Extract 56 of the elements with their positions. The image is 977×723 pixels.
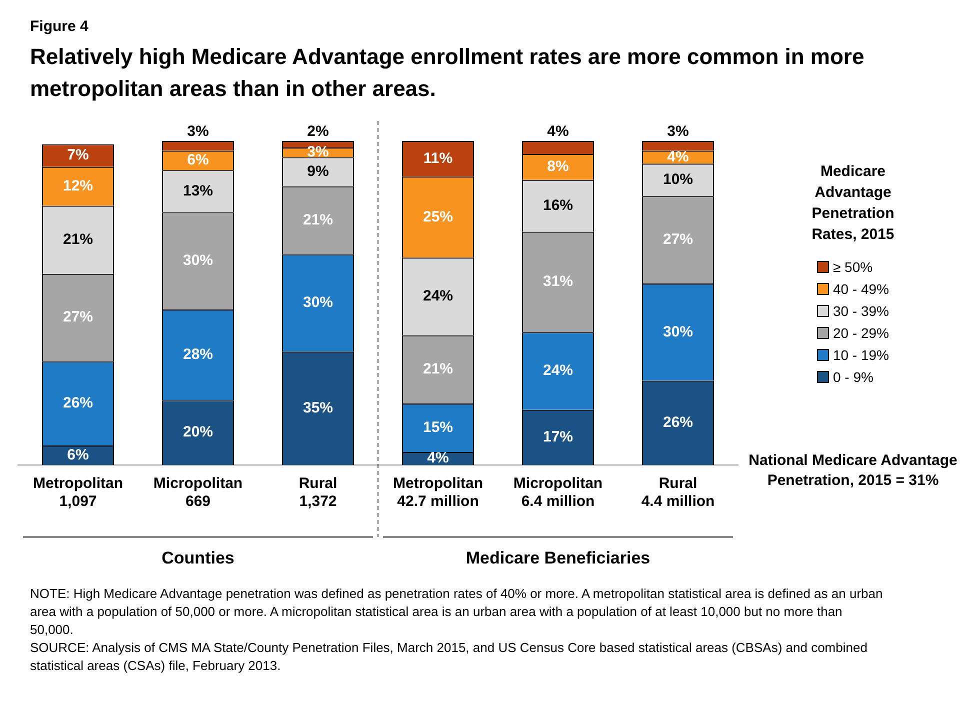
legend-label: 30 - 39% [832, 303, 890, 319]
data-label: 21% [302, 212, 334, 229]
data-label: 12% [62, 178, 94, 194]
data-label: 6% [67, 446, 89, 464]
data-label: 26% [62, 394, 94, 412]
source-note: SOURCE: Analysis of CMS MA State/County Penetration Files, March 2015, and US Census Core based statistical areas (CBSAs) and combined statistical areas (CSAs) file, February 2013. [30, 639, 868, 675]
data-label: 9% [307, 162, 329, 180]
data-label: 27% [662, 230, 694, 248]
data-label: 31% [542, 273, 574, 290]
x-tick-label: Micropolitan 6.4 million [513, 475, 603, 510]
x-tick-label: Metropolitan 42.7 million [393, 475, 483, 510]
x-tick-label: Metropolitan 1,097 [33, 475, 123, 510]
data-label: 28% [182, 346, 214, 363]
data-label: 2% [307, 123, 329, 140]
data-label: 3% [667, 123, 689, 140]
data-label: 13% [182, 182, 214, 200]
legend-title: Medicare Advantage Penetration Rates, 2015 [810, 162, 896, 245]
data-label: 35% [302, 399, 334, 416]
data-label: 24% [422, 288, 454, 305]
data-label: 10% [662, 171, 694, 188]
data-label: 25% [422, 208, 454, 226]
text: Medicare Beneficiaries [466, 548, 650, 568]
data-label: 30% [182, 252, 214, 270]
data-label: 6% [187, 152, 209, 169]
data-label: 30% [302, 294, 334, 312]
x-tick-label: Rural 4.4 million [641, 475, 715, 510]
x-tick-label: Micropolitan 669 [153, 475, 243, 510]
x-tick-label: Rural 1,372 [298, 475, 338, 510]
data-label: 8% [547, 158, 569, 176]
text: Counties [162, 548, 234, 568]
data-label: 4% [547, 123, 569, 140]
text: National Medicare Advantage Penetration, 2015 = 31% [748, 451, 958, 491]
data-label: 24% [542, 362, 574, 380]
data-label: 4% [667, 148, 689, 166]
legend-label: 20 - 29% [832, 325, 890, 341]
text: NOTE: High Medicare Advantage penetration was defined as penetration rates of 40% or more. A metropolitan statistical area is defined as an urban area with a population of 50,000 or more. A micropolitan statistical area is an urban area with a population of at least 10,000 but no more than 50,000. [30, 585, 884, 639]
chart-title: Relatively high Medicare Advantage enrollment rates are more common in more metropolitan areas than in other areas. [30, 43, 866, 103]
data-label: 7% [67, 146, 89, 164]
legend-label: ≥ 50% [832, 259, 873, 275]
data-label: 3% [307, 143, 329, 160]
data-label: 27% [62, 308, 94, 326]
data-label: 21% [422, 360, 454, 378]
data-label: 4% [427, 450, 449, 467]
legend-label: 40 - 49% [832, 281, 890, 297]
data-label: 21% [62, 230, 94, 248]
data-label: 11% [423, 150, 453, 167]
data-label: 17% [542, 428, 574, 446]
data-label: 20% [182, 424, 214, 441]
legend-label: 10 - 19% [832, 347, 890, 363]
data-label: 26% [662, 414, 694, 432]
chart-subtitle: Figure 4 [30, 18, 90, 35]
legend-label: 0 - 9% [832, 369, 874, 385]
data-label: 30% [662, 323, 694, 340]
data-label: 3% [187, 123, 209, 140]
data-label: 15% [422, 418, 454, 436]
data-label: 16% [542, 196, 574, 214]
